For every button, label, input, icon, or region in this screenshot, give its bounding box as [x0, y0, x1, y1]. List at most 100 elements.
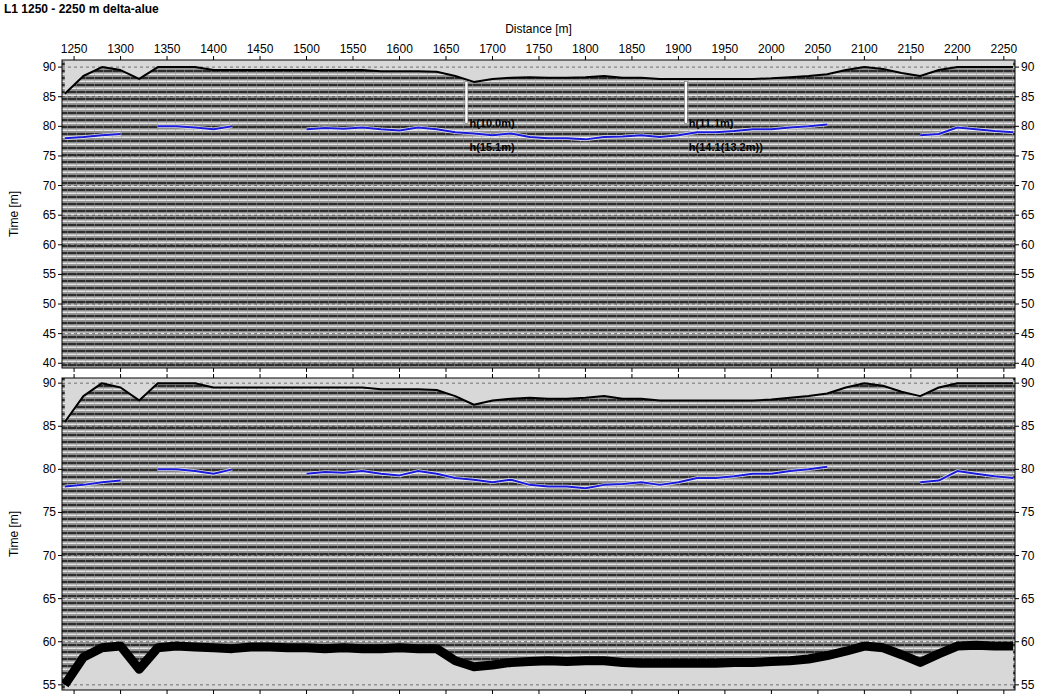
x-axis-label: Distance [m]: [505, 22, 572, 36]
y-tick-label: 40: [43, 356, 57, 370]
y-tick: [1015, 126, 1019, 127]
grid-line: [62, 215, 1015, 216]
y-axis-label: Time [m]: [7, 511, 21, 557]
y-tick: [58, 304, 62, 305]
x-tick: [74, 374, 75, 378]
annotation: h(14.1(13.2m)): [689, 141, 763, 153]
series-line: [65, 645, 1013, 685]
y-tick-label: 90: [43, 376, 57, 390]
x-tick: [445, 368, 446, 372]
y-tick-label: 70: [1021, 549, 1035, 563]
x-tick: [771, 56, 772, 60]
x-tick: [120, 368, 121, 372]
y-tick-label: 60: [43, 635, 57, 649]
y-tick-label: 85: [43, 90, 57, 104]
x-tick: [445, 374, 446, 378]
x-tick: [353, 374, 354, 378]
x-tick: [957, 690, 958, 694]
y-tick: [1015, 512, 1019, 513]
title: L1 1250 - 2250 m delta-alue: [4, 2, 159, 16]
y-tick: [1015, 383, 1019, 384]
x-tick: [167, 374, 168, 378]
x-tick: [260, 690, 261, 694]
x-tick: [910, 56, 911, 60]
annotation-marker: [684, 81, 687, 123]
x-tick: [399, 690, 400, 694]
plot-area: [62, 378, 1015, 690]
grid-line: [62, 641, 1015, 642]
y-tick-label: 70: [43, 179, 57, 193]
x-tick: [864, 56, 865, 60]
y-tick-label: 50: [1021, 297, 1035, 311]
x-tick: [399, 368, 400, 372]
grid-line: [62, 155, 1015, 156]
air-fill: [65, 378, 1013, 422]
x-tick: [724, 374, 725, 378]
y-tick: [58, 383, 62, 384]
x-tick: [631, 690, 632, 694]
grid-line: [62, 555, 1015, 556]
x-tick-label: 1450: [247, 42, 274, 56]
y-tick: [1015, 215, 1019, 216]
x-tick: [74, 368, 75, 372]
x-tick: [585, 368, 586, 372]
x-tick: [306, 690, 307, 694]
grid-line: [62, 426, 1015, 427]
grid-line: [62, 126, 1015, 127]
grid-line: [62, 363, 1015, 364]
x-tick: [260, 56, 261, 60]
x-tick: [492, 374, 493, 378]
x-tick: [306, 368, 307, 372]
y-tick-label: 65: [43, 592, 57, 606]
grid-line: [62, 304, 1015, 305]
x-tick: [213, 56, 214, 60]
y-tick: [58, 684, 62, 685]
grid-line: [62, 469, 1015, 470]
y-tick-label: 75: [43, 149, 57, 163]
y-tick: [1015, 333, 1019, 334]
x-tick: [74, 690, 75, 694]
x-tick: [492, 56, 493, 60]
y-tick: [58, 274, 62, 275]
x-tick: [864, 374, 865, 378]
y-tick-label: 90: [1021, 376, 1035, 390]
grid-line: [62, 96, 1015, 97]
y-tick: [1015, 304, 1019, 305]
y-tick-label: 65: [1021, 208, 1035, 222]
x-tick: [1003, 368, 1004, 372]
grid-line: [62, 598, 1015, 599]
grid-line: [62, 512, 1015, 513]
series-line: [65, 383, 1013, 422]
x-tick: [864, 368, 865, 372]
x-tick: [538, 374, 539, 378]
below-fill: [65, 645, 1013, 690]
y-tick: [1015, 244, 1019, 245]
y-tick-label: 60: [43, 238, 57, 252]
y-tick: [58, 363, 62, 364]
x-tick: [167, 690, 168, 694]
x-tick: [213, 368, 214, 372]
y-tick-label: 90: [43, 60, 57, 74]
x-tick: [724, 690, 725, 694]
annotation: h(15.1m): [469, 141, 515, 153]
x-tick: [631, 368, 632, 372]
x-tick: [724, 56, 725, 60]
series-halo: [65, 467, 1013, 489]
y-tick: [58, 96, 62, 97]
plot-area: [62, 60, 1015, 363]
y-tick: [58, 185, 62, 186]
frame: [62, 378, 1015, 690]
x-tick-label: 2050: [805, 42, 832, 56]
x-tick: [678, 690, 679, 694]
x-tick: [817, 374, 818, 378]
y-tick: [1015, 469, 1019, 470]
y-tick: [1015, 185, 1019, 186]
annotation-marker: [465, 81, 468, 123]
x-tick: [910, 690, 911, 694]
x-tick-label: 1900: [665, 42, 692, 56]
y-tick-label: 60: [1021, 238, 1035, 252]
x-tick: [817, 56, 818, 60]
annotation: h(11.1m): [689, 117, 734, 129]
x-tick: [492, 368, 493, 372]
y-tick-label: 65: [1021, 592, 1035, 606]
